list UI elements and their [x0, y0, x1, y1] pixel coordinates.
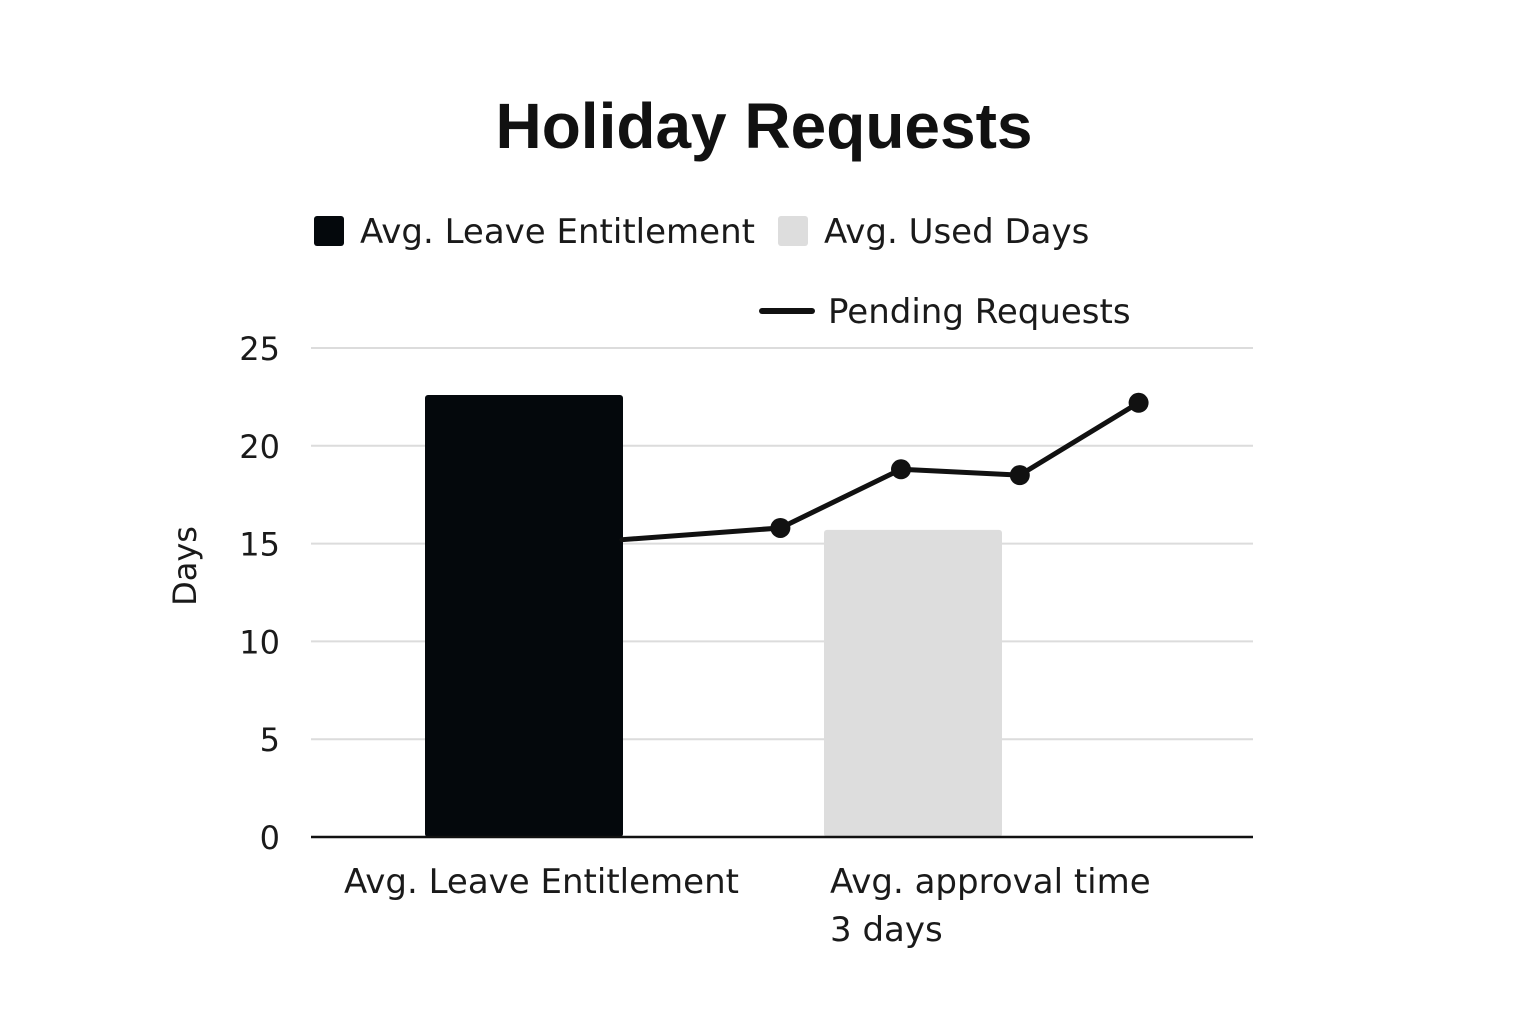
y-tick-label-20: 20 [239, 428, 280, 466]
legend: Avg. Leave Entitlement Avg. Used Days Pend… [314, 212, 1131, 332]
chart-title: Holiday Requests [495, 90, 1032, 162]
legend-label-avg-used-days: Avg. Used Days [824, 212, 1089, 252]
x-category-label-line: Avg. Leave Entitlement [344, 862, 739, 902]
y-tick-label-0: 0 [260, 819, 280, 857]
x-category-label-2: Avg. approval time 3 days [830, 862, 1151, 950]
line-point-4 [1128, 392, 1149, 413]
x-axis-categories: Avg. Leave Entitlement Avg. approval time… [344, 862, 1151, 950]
y-tick-label-25: 25 [239, 330, 280, 368]
y-axis-ticks: 0 5 10 15 20 25 [239, 330, 280, 857]
bar-avg-used-days [824, 529, 1002, 837]
bar-avg-leave-entitlement [425, 394, 623, 837]
y-tick-label-15: 15 [239, 526, 280, 564]
y-axis-title: Days [166, 526, 204, 606]
line-point-1 [770, 517, 791, 538]
line-point-3 [1009, 465, 1030, 486]
x-category-label-line: 3 days [830, 910, 943, 950]
line-point-2 [891, 459, 911, 480]
legend-swatch-avg-used-days [778, 216, 808, 246]
y-tick-label-5: 5 [260, 721, 280, 759]
y-tick-label-10: 10 [239, 623, 280, 661]
legend-label-pending-requests: Pending Requests [828, 292, 1131, 332]
bars [425, 394, 1002, 837]
legend-label-avg-leave-entitlement: Avg. Leave Entitlement [360, 212, 755, 252]
x-category-label-line: Avg. approval time [830, 862, 1151, 902]
x-category-label-1: Avg. Leave Entitlement [344, 862, 739, 902]
legend-swatch-avg-leave-entitlement [314, 216, 344, 246]
pending-requests-series [619, 392, 1149, 543]
